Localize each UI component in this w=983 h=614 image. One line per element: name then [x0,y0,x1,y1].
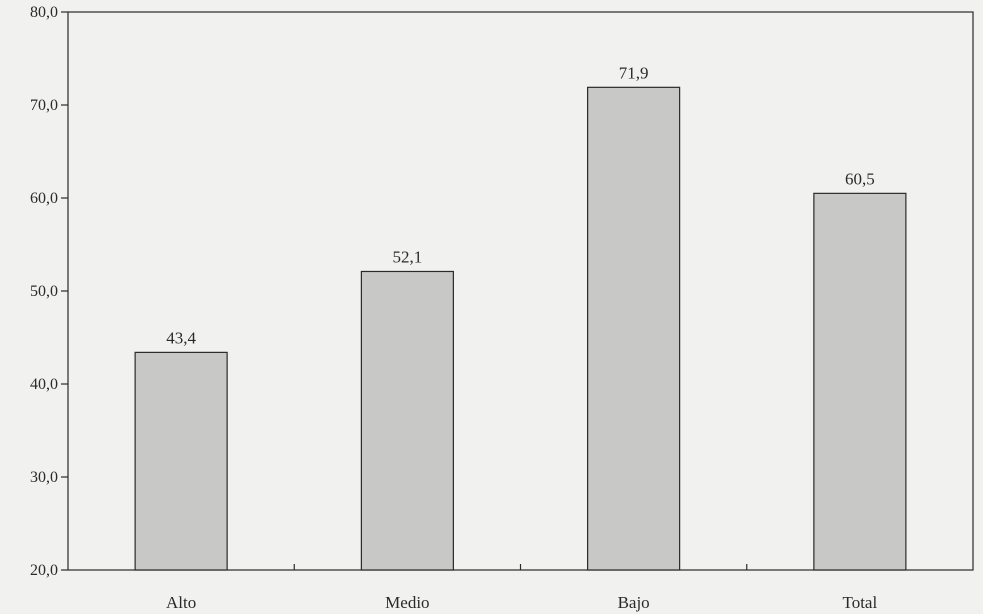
x-tick-label: Total [843,593,878,612]
data-labels: 43,4 52,1 71,9 60,5 [166,63,875,347]
bar [813,192,907,571]
x-tick-label: Alto [166,593,196,612]
bars [134,86,907,571]
y-tick-label: 60,0 [30,190,58,207]
y-axis: 20,0 30,0 40,0 50,0 60,0 70,0 80,0 [30,4,68,579]
data-label: 71,9 [619,63,649,82]
data-label: 52,1 [393,247,423,266]
y-tick-label: 30,0 [30,469,58,486]
data-label: 43,4 [166,328,196,347]
x-tick-label: Bajo [618,593,650,612]
y-tick-label: 20,0 [30,562,58,579]
x-axis: Alto Medio Bajo Total [166,564,877,612]
y-tick-label: 80,0 [30,4,58,21]
y-tick-label: 70,0 [30,97,58,114]
bar [587,86,681,571]
y-tick-label: 40,0 [30,376,58,393]
x-tick-label: Medio [385,593,429,612]
bar [360,270,454,571]
bar [134,351,228,571]
y-tick-label: 50,0 [30,283,58,300]
data-label: 60,5 [845,169,875,188]
